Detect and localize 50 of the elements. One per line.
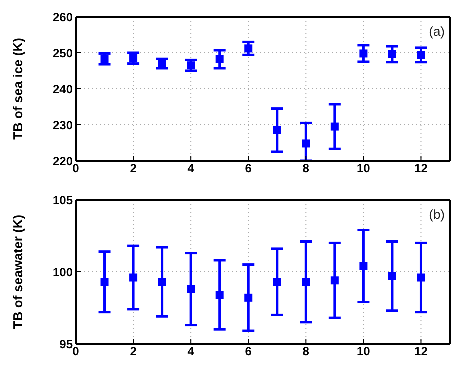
point xyxy=(130,274,138,282)
x-tick-label: 0 xyxy=(72,162,80,176)
point xyxy=(388,50,396,58)
point xyxy=(244,294,253,302)
x-tick-label: 12 xyxy=(414,162,428,176)
x-tick-label: 0 xyxy=(72,344,80,359)
point xyxy=(417,51,426,60)
y-tick-label: 240 xyxy=(52,82,74,96)
point xyxy=(100,55,109,64)
annotation: (b) xyxy=(429,207,445,222)
point xyxy=(130,54,138,62)
y-tick-label: 100 xyxy=(52,265,74,280)
x-tick-label: 8 xyxy=(302,344,310,359)
point xyxy=(360,50,368,58)
point xyxy=(302,278,310,286)
x-tick-label: 4 xyxy=(188,344,195,359)
x-tick-label: 10 xyxy=(357,344,371,359)
point xyxy=(388,272,396,280)
x-tick-label: 4 xyxy=(188,162,195,176)
y-tick-label: 230 xyxy=(52,118,74,132)
point xyxy=(158,60,166,68)
x-tick-label: 6 xyxy=(245,162,252,176)
point xyxy=(244,44,253,53)
point xyxy=(360,262,368,270)
point xyxy=(302,140,310,148)
point xyxy=(417,274,426,282)
x-tick-label: 8 xyxy=(302,162,310,176)
point xyxy=(100,278,109,286)
point xyxy=(330,276,339,285)
x-tick-label: 10 xyxy=(357,162,371,176)
y-tick-label: 95 xyxy=(60,337,74,352)
point xyxy=(216,291,224,300)
point xyxy=(330,122,339,131)
x-tick-label: 12 xyxy=(414,344,428,359)
x-tick-label: 6 xyxy=(245,344,252,359)
y-axis-title: TB of sea ice (K) xyxy=(10,38,26,140)
y-tick-label: 260 xyxy=(52,10,74,24)
x-tick-label: 2 xyxy=(130,162,138,176)
y-tick-label: 220 xyxy=(52,154,74,168)
annotation: (a) xyxy=(429,24,445,39)
point xyxy=(187,62,196,70)
y-axis-title: TB of seawater (K) xyxy=(10,214,26,330)
y-tick-label: 250 xyxy=(52,46,74,60)
point xyxy=(273,278,282,286)
point xyxy=(187,285,196,294)
y-tick-label: 105 xyxy=(52,193,74,208)
x-tick-label: 2 xyxy=(130,344,138,359)
point xyxy=(273,126,282,134)
point xyxy=(158,278,166,286)
point xyxy=(216,55,224,64)
